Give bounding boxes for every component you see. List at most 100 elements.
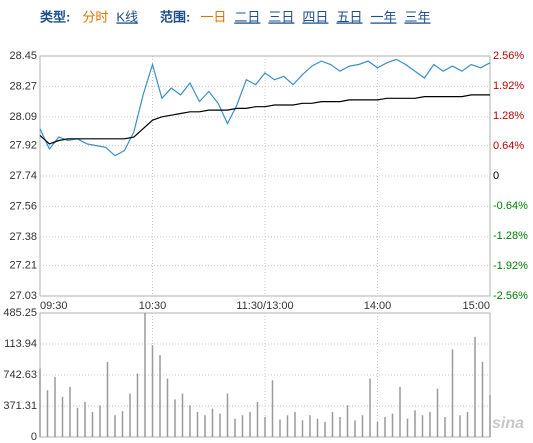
volume-bar — [54, 376, 56, 437]
volume-bar — [129, 393, 131, 437]
line-series — [39, 58, 491, 157]
volume-bar — [354, 420, 356, 437]
volume-bar — [459, 415, 461, 437]
range-option[interactable]: 二日 — [234, 9, 260, 24]
volume-bar — [114, 415, 116, 437]
volume-bar — [406, 418, 409, 437]
range-option[interactable]: 三年 — [404, 9, 430, 24]
volume-bar — [294, 411, 296, 437]
volume-bar — [324, 421, 326, 437]
range-option[interactable]: 四日 — [302, 9, 328, 24]
y-tick-label: 27.56 — [9, 200, 37, 212]
y2-tick-label: 2.56% — [493, 50, 524, 62]
y-tick-label: 28.09 — [9, 111, 37, 123]
volume-bar — [106, 361, 109, 437]
volume-bar — [226, 393, 229, 437]
y-tick-label: 27.21 — [9, 259, 37, 271]
y-tick-label: 113.94 — [4, 338, 37, 350]
volume-bar — [99, 405, 101, 437]
y-tick-label: 27.03 — [9, 290, 37, 302]
type-label: 类型: — [40, 9, 70, 24]
volume-bar — [369, 378, 371, 437]
y2-tick-label: -2.56% — [493, 290, 528, 302]
y-tick-label: 742.63 — [3, 369, 37, 381]
volume-bar — [91, 411, 94, 437]
x-tick-label: 15:00 — [462, 300, 490, 312]
volume-bar — [316, 418, 319, 437]
volume-bar — [451, 349, 454, 437]
range-option[interactable]: 三日 — [268, 9, 294, 24]
volume-bar — [384, 416, 386, 437]
y2-tick-label: -1.28% — [493, 230, 528, 242]
volume-bar — [414, 410, 416, 437]
volume-bar — [174, 399, 176, 437]
volume-bar — [361, 415, 364, 437]
volume-bar — [399, 386, 401, 437]
y-tick-label: 0 — [31, 431, 37, 443]
volume-bar — [264, 416, 266, 437]
line-series — [39, 94, 490, 145]
volume-bar — [331, 411, 334, 437]
volume-bar — [346, 405, 349, 437]
volume-bar — [121, 411, 124, 437]
range-label: 范围: — [160, 9, 190, 24]
x-tick-label: 11:30/13:00 — [236, 300, 293, 312]
volume-bar — [474, 336, 476, 437]
volume-bar — [189, 405, 191, 437]
x-tick-label: 14:00 — [364, 300, 392, 312]
range-option[interactable]: 五日 — [336, 9, 362, 24]
volume-bar — [376, 421, 379, 437]
volume-bar — [444, 416, 446, 437]
volume-bar — [339, 416, 341, 437]
y-tick-label: 485.25 — [3, 307, 37, 319]
type-option[interactable]: K线 — [116, 9, 138, 24]
type-option: 分时 — [82, 9, 108, 24]
volume-bar — [196, 411, 199, 437]
volume-bar — [286, 415, 289, 437]
volume-bar — [211, 408, 214, 437]
y2-tick-label: -0.64% — [493, 200, 528, 212]
volume-bar — [151, 345, 154, 437]
volume-bar — [144, 313, 146, 437]
range-option[interactable]: 一年 — [370, 9, 396, 24]
y-tick-label: 27.92 — [9, 139, 37, 151]
volume-bar — [241, 415, 244, 437]
volume-bar — [159, 355, 161, 437]
x-tick-label: 09:30 — [40, 300, 68, 312]
y-tick-label: 371.31 — [3, 400, 37, 412]
volume-bar — [429, 411, 431, 437]
volume-bar — [69, 386, 71, 437]
volume-bar — [489, 395, 491, 437]
volume-bar — [391, 413, 394, 437]
volume-bar — [204, 415, 206, 437]
volume-bar — [219, 413, 221, 437]
volume-bar — [466, 411, 469, 437]
volume-bar — [181, 393, 184, 437]
volume-bar — [136, 373, 139, 437]
volume-bar — [481, 361, 484, 437]
y2-tick-label: 1.92% — [493, 80, 524, 92]
volume-bar — [256, 401, 259, 437]
y2-tick-label: 1.28% — [493, 110, 524, 122]
y-tick-label: 28.27 — [9, 80, 37, 92]
volume-bar — [234, 418, 236, 437]
range-option: 一日 — [200, 9, 226, 24]
volume-bar — [76, 407, 79, 437]
volume-bar — [166, 378, 169, 437]
volume-bar — [279, 419, 281, 437]
y2-tick-label: -1.92% — [493, 260, 528, 272]
y-tick-label: 27.74 — [9, 170, 37, 182]
volume-bar — [301, 420, 304, 437]
volume-bar — [84, 401, 86, 437]
logo: sina — [492, 415, 524, 432]
volume-bar — [39, 368, 41, 437]
volume-bar — [309, 415, 311, 437]
volume-bar — [436, 388, 439, 437]
volume-bar — [61, 396, 64, 437]
y-tick-label: 28.45 — [9, 50, 37, 62]
y2-tick-label: 0 — [493, 170, 499, 182]
x-tick-label: 10:30 — [139, 300, 167, 312]
volume-bar — [249, 411, 251, 437]
y2-tick-label: 0.64% — [493, 140, 524, 152]
